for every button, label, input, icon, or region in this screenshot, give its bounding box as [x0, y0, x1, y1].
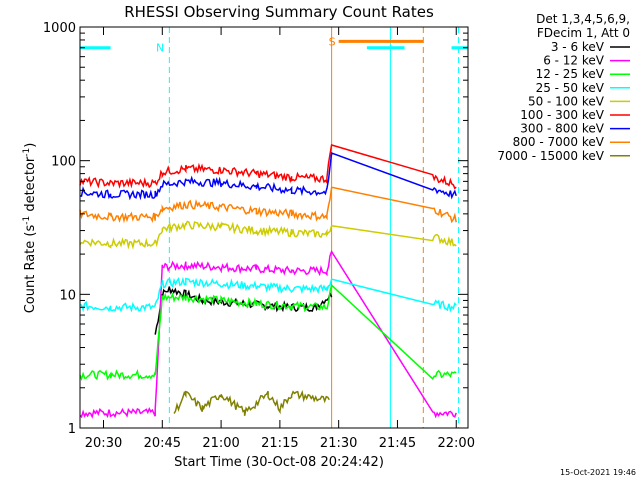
axes: 20:30 20:45 21:00 21:15 21:30 21:45 22:00 1 10 10…: [43, 21, 475, 451]
series-6: [79, 151, 457, 201]
series-line-4: [79, 220, 457, 250]
legend-header-line-2: FDecim 1, Att 0: [537, 26, 630, 40]
legend-label-4: 50 - 100 keV: [528, 94, 605, 108]
y-axis-label: Count Rate (s-1 detector-1): [22, 143, 38, 314]
series-line-0: [154, 286, 333, 335]
series-line-8: [173, 389, 330, 416]
x-tick-label-2: 21:00: [202, 436, 239, 451]
legend-label-5: 100 - 300 keV: [520, 108, 604, 122]
y-label-sup-1: -1: [22, 216, 32, 225]
legend-header-line-1: Det 1,3,4,5,6,9,: [536, 12, 630, 26]
legend-label-0: 3 - 6 keV: [551, 40, 605, 54]
x-tick-label-6: 22:00: [438, 436, 475, 451]
plot-frame: [79, 26, 469, 429]
series-line-2: [79, 283, 457, 382]
x-tick-label-3: 21:15: [261, 436, 298, 451]
series-line-3: [79, 276, 457, 313]
series-7: [79, 186, 457, 224]
series-2: [79, 283, 457, 382]
y-label-sup-2: -1: [22, 148, 32, 157]
x-tick-label-5: 21:45: [379, 436, 416, 451]
flag-label-0: N: [156, 42, 164, 55]
x-tick-label-4: 21:30: [320, 436, 357, 451]
x-tick-label-0: 20:30: [85, 436, 122, 451]
series-8: [173, 389, 330, 416]
y-tick-label-0: 1: [68, 422, 76, 437]
series-1: [79, 249, 457, 419]
legend-label-8: 7000 - 15000 keV: [497, 149, 604, 163]
series-line-6: [79, 151, 457, 201]
legend-label-2: 12 - 25 keV: [536, 67, 605, 81]
legend-label-7: 800 - 7000 keV: [513, 135, 605, 149]
y-label-part-2: detector: [23, 156, 38, 216]
series-4: [79, 220, 457, 250]
series-line-7: [79, 186, 457, 224]
y-tick-label-1: 10: [59, 288, 76, 303]
x-tick-label-1: 20:45: [144, 436, 181, 451]
legend-label-3: 25 - 50 keV: [536, 81, 605, 95]
chart-title: RHESSI Observing Summary Count Rates: [124, 3, 434, 21]
legend-label-6: 300 - 800 keV: [520, 122, 604, 136]
y-tick-label-3: 1000: [43, 21, 76, 36]
series-line-5: [79, 144, 457, 190]
series-0: [154, 286, 333, 335]
legend: Det 1,3,4,5,6,9, FDecim 1, Att 0 3 - 6 k…: [497, 12, 630, 163]
legend-label-1: 6 - 12 keV: [543, 54, 605, 68]
y-label-part-1: Count Rate (s: [23, 225, 38, 314]
y-tick-label-2: 100: [51, 155, 76, 170]
flag-label-1: S: [329, 35, 336, 48]
x-axis-label: Start Time (30-Oct-08 20:24:42): [174, 455, 384, 470]
series-line-1: [79, 249, 457, 419]
series-5: [79, 144, 457, 190]
y-label-part-3: ): [23, 143, 38, 148]
series-3: [79, 276, 457, 313]
generation-timestamp: 15-Oct-2021 19:46: [560, 468, 636, 477]
